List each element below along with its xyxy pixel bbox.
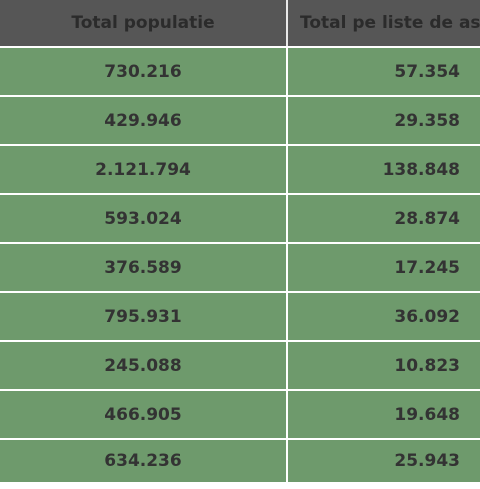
table-row: 2.121.794 138.848: [0, 144, 480, 193]
cell-total-population: 245.088: [0, 342, 288, 389]
cell-total-population: 795.931: [0, 293, 288, 340]
cell-total-on-lists: 138.848: [288, 146, 480, 193]
table-row: 429.946 29.358: [0, 95, 480, 144]
cell-total-on-lists: 19.648: [288, 391, 480, 438]
cell-total-on-lists: 36.092: [288, 293, 480, 340]
table-row: 795.931 36.092: [0, 291, 480, 340]
cell-total-on-lists: 25.943: [288, 440, 480, 482]
cell-total-on-lists: 29.358: [288, 97, 480, 144]
table-row: 466.905 19.648: [0, 389, 480, 438]
cell-total-on-lists: 17.245: [288, 244, 480, 291]
cell-total-on-lists: 10.823: [288, 342, 480, 389]
cell-total-population: 634.236: [0, 440, 288, 482]
cell-total-on-lists: 28.874: [288, 195, 480, 242]
table-row: 376.589 17.245: [0, 242, 480, 291]
column-header-total-on-waiting-lists[interactable]: Total pe liste de ast: [288, 0, 480, 46]
cell-total-on-lists: 57.354: [288, 48, 480, 95]
cell-total-population: 730.216: [0, 48, 288, 95]
table-header-row: Total populatie Total pe liste de ast: [0, 0, 480, 46]
cell-total-population: 593.024: [0, 195, 288, 242]
cell-total-population: 429.946: [0, 97, 288, 144]
cell-total-population: 376.589: [0, 244, 288, 291]
column-header-total-population[interactable]: Total populatie: [0, 0, 288, 46]
table-row: 593.024 28.874: [0, 193, 480, 242]
table-row: 634.236 25.943: [0, 438, 480, 482]
table-row: 730.216 57.354: [0, 46, 480, 95]
cell-total-population: 466.905: [0, 391, 288, 438]
cell-total-population: 2.121.794: [0, 146, 288, 193]
table-row: 245.088 10.823: [0, 340, 480, 389]
